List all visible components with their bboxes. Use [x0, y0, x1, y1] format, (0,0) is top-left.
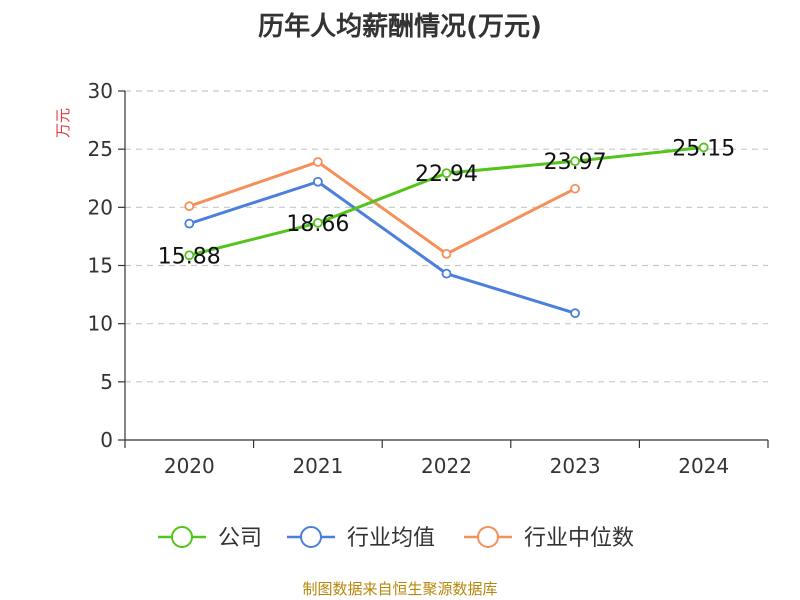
data-point	[441, 168, 452, 179]
legend-item: 行业均值	[287, 526, 435, 551]
y-axis-label: 万元	[54, 108, 72, 138]
data-label: 22.94	[415, 162, 478, 187]
grid-lines	[125, 90, 768, 383]
legend-marker	[171, 526, 193, 548]
chart-title: 历年人均薪酬情况(万元)	[258, 12, 542, 42]
data-label: 18.66	[286, 212, 349, 237]
y-tick-label: 5	[100, 370, 113, 394]
legend-label: 行业中位数	[524, 526, 634, 551]
data-label: 23.97	[544, 150, 607, 175]
legend-label: 公司	[218, 526, 262, 551]
data-point	[312, 157, 323, 167]
data-point	[184, 250, 195, 261]
data-point	[698, 142, 709, 153]
series-line-2	[188, 160, 576, 256]
y-tick-label: 0	[100, 428, 113, 452]
series-line-1	[188, 180, 576, 315]
x-tick-label: 2024	[678, 454, 729, 478]
data-point	[441, 268, 452, 279]
data-label: 25.15	[672, 136, 735, 161]
x-tick-label: 2022	[421, 454, 472, 478]
x-tick-labels: 2020 2021 2022 2023 2024	[164, 454, 729, 478]
x-tick-label: 2020	[164, 454, 215, 478]
legend-marker	[477, 526, 499, 548]
legend-marker	[300, 526, 322, 548]
data-labels: 15.88 18.66 22.94 23.97 25.15	[158, 136, 735, 269]
legend: 公司 行业均值 行业中位数	[158, 526, 634, 551]
data-label: 15.88	[158, 244, 221, 269]
x-tick-label: 2021	[292, 454, 343, 478]
y-tick-label: 30	[88, 79, 113, 103]
data-point	[312, 218, 323, 228]
data-point	[184, 218, 195, 229]
x-tick-label: 2023	[550, 454, 601, 478]
data-point	[570, 183, 580, 194]
y-tick-labels: 0 5 10 15 20 25 30	[88, 79, 113, 452]
data-point	[441, 248, 452, 259]
data-point	[184, 201, 195, 212]
legend-item: 公司	[158, 526, 262, 551]
series-points	[184, 142, 709, 319]
legend-item: 行业中位数	[464, 526, 634, 551]
data-point	[312, 176, 323, 187]
data-point	[570, 156, 580, 167]
y-tick-label: 25	[88, 137, 113, 161]
y-tick-label: 10	[88, 312, 113, 336]
y-tick-label: 15	[88, 254, 113, 278]
data-point	[570, 308, 580, 319]
legend-label: 行业均值	[347, 526, 435, 551]
axes	[118, 90, 769, 448]
source-note: 制图数据来自恒生聚源数据库	[302, 580, 498, 598]
y-tick-label: 20	[88, 195, 113, 219]
